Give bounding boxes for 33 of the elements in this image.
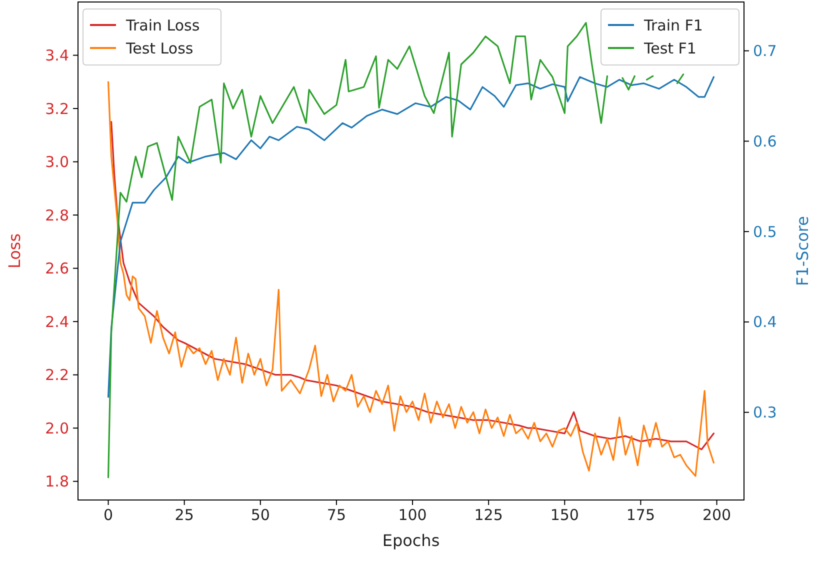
y-axis-title: Loss <box>5 233 24 269</box>
x-tick-label: 150 <box>550 506 579 524</box>
y-tick-label: 3.0 <box>45 153 69 172</box>
y-tick-label: 2.0 <box>45 419 69 438</box>
y-tick-label: 2.4 <box>45 312 69 331</box>
x-tick-label: 50 <box>250 506 270 524</box>
y-tick-label: 2.8 <box>45 206 69 224</box>
y2-axis-title: F1-Score <box>793 216 812 286</box>
x-tick-label: 175 <box>626 506 656 524</box>
legend-label: Train F1 <box>643 16 703 34</box>
y-tick-label: 1.8 <box>45 472 69 491</box>
legend-label: Train Loss <box>125 16 200 34</box>
x-tick-label: 25 <box>174 506 194 524</box>
y2-tick-label: 0.6 <box>753 132 777 150</box>
legend-label: Test Loss <box>125 39 194 58</box>
y-tick-label: 2.2 <box>45 366 69 384</box>
line-series <box>110 121 715 450</box>
x-tick-label: 75 <box>326 506 346 524</box>
line-series <box>107 81 715 477</box>
y2-tick-label: 0.4 <box>753 313 777 332</box>
y2-tick-label: 0.7 <box>753 42 777 60</box>
line-series <box>107 76 715 398</box>
x-tick-label: 125 <box>474 506 503 524</box>
y2-tick-label: 0.5 <box>753 222 777 241</box>
x-tick-label: 200 <box>702 506 732 524</box>
x-tick-label: 100 <box>398 506 427 524</box>
y2-tick-label: 0.3 <box>753 404 777 422</box>
y-tick-label: 3.4 <box>45 46 69 65</box>
x-tick-label: 0 <box>104 506 114 524</box>
y-tick-label: 3.2 <box>45 100 69 118</box>
x-axis-title: Epochs <box>382 531 440 550</box>
y-tick-label: 2.6 <box>45 260 69 278</box>
legend-label: Test F1 <box>643 39 696 58</box>
